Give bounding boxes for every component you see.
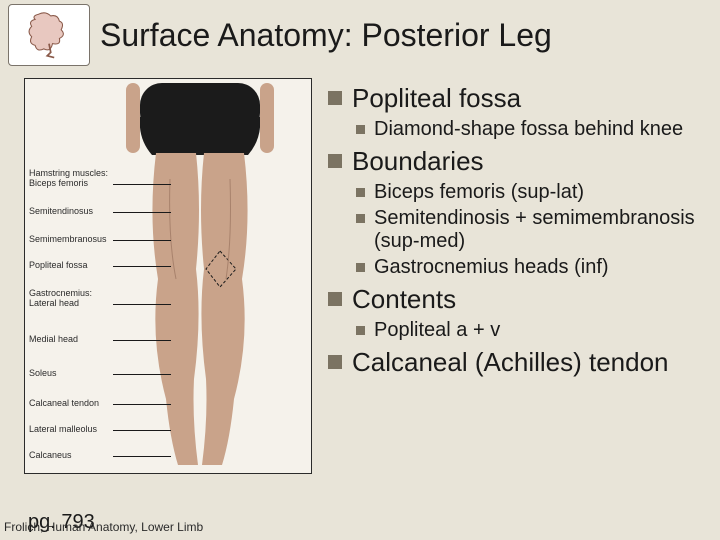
figure-leader-line	[113, 374, 171, 375]
bullet-l1: Contents	[328, 285, 710, 315]
figure-leader-line	[113, 212, 171, 213]
bullet-square-icon	[328, 355, 342, 369]
bullet-l2-text: Gastrocnemius heads (inf)	[374, 256, 609, 279]
bullet-square-icon	[356, 326, 365, 335]
figure-label: Semimembranosus	[29, 235, 107, 244]
figure-label: Lateral malleolus	[29, 425, 97, 434]
bullet-l2-text: Biceps femoris (sup-lat)	[374, 181, 584, 204]
bullet-l2: Gastrocnemius heads (inf)	[356, 256, 710, 279]
bullet-l2: Biceps femoris (sup-lat)	[356, 181, 710, 204]
bullet-square-icon	[356, 214, 365, 223]
figure-leader-line	[113, 240, 171, 241]
figure-label: Lateral head	[29, 299, 79, 308]
figure-label: Semitendinosus	[29, 207, 93, 216]
figure-leader-line	[113, 404, 171, 405]
bullet-square-icon	[356, 188, 365, 197]
brain-icon	[8, 4, 90, 66]
bullet-square-icon	[356, 125, 365, 134]
bullet-l1-text: Popliteal fossa	[352, 84, 521, 114]
bullet-square-icon	[328, 154, 342, 168]
bullet-l1: Calcaneal (Achilles) tendon	[328, 348, 710, 378]
bullet-l1-text: Contents	[352, 285, 456, 315]
bullet-l2-text: Diamond-shape fossa behind knee	[374, 118, 683, 141]
footer-text: Frolich, Human Anatomy, Lower Limb	[4, 520, 203, 534]
bullet-square-icon	[328, 91, 342, 105]
figure-leader-line	[113, 430, 171, 431]
figure-leader-line	[113, 266, 171, 267]
bullet-l1-text: Calcaneal (Achilles) tendon	[352, 348, 669, 378]
bullet-l2: Diamond-shape fossa behind knee	[356, 118, 710, 141]
figure-label: Medial head	[29, 335, 78, 344]
figure-label: Biceps femoris	[29, 179, 88, 188]
page-title: Surface Anatomy: Posterior Leg	[100, 17, 552, 54]
bullet-l2: Semitendinosis + semimembranosis (sup-me…	[356, 207, 710, 253]
anatomy-figure: Hamstring muscles:Biceps femorisSemitend…	[24, 78, 312, 474]
bullet-l1: Popliteal fossa	[328, 84, 710, 114]
figure-leader-line	[113, 304, 171, 305]
bullet-l2-text: Semitendinosis + semimembranosis (sup-me…	[374, 207, 710, 253]
bullet-square-icon	[356, 263, 365, 272]
figure-label: Calcaneus	[29, 451, 72, 460]
figure-leader-line	[113, 456, 171, 457]
figure-label: Calcaneal tendon	[29, 399, 99, 408]
bullet-l1: Boundaries	[328, 147, 710, 177]
figure-label: Popliteal fossa	[29, 261, 88, 270]
bullet-l2-text: Popliteal a + v	[374, 319, 500, 342]
figure-leader-line	[113, 340, 171, 341]
bullet-l2: Popliteal a + v	[356, 319, 710, 342]
outline: Popliteal fossa Diamond-shape fossa behin…	[328, 78, 710, 474]
bullet-l1-text: Boundaries	[352, 147, 484, 177]
bullet-square-icon	[328, 292, 342, 306]
figure-label: Soleus	[29, 369, 57, 378]
figure-leader-line	[113, 184, 171, 185]
